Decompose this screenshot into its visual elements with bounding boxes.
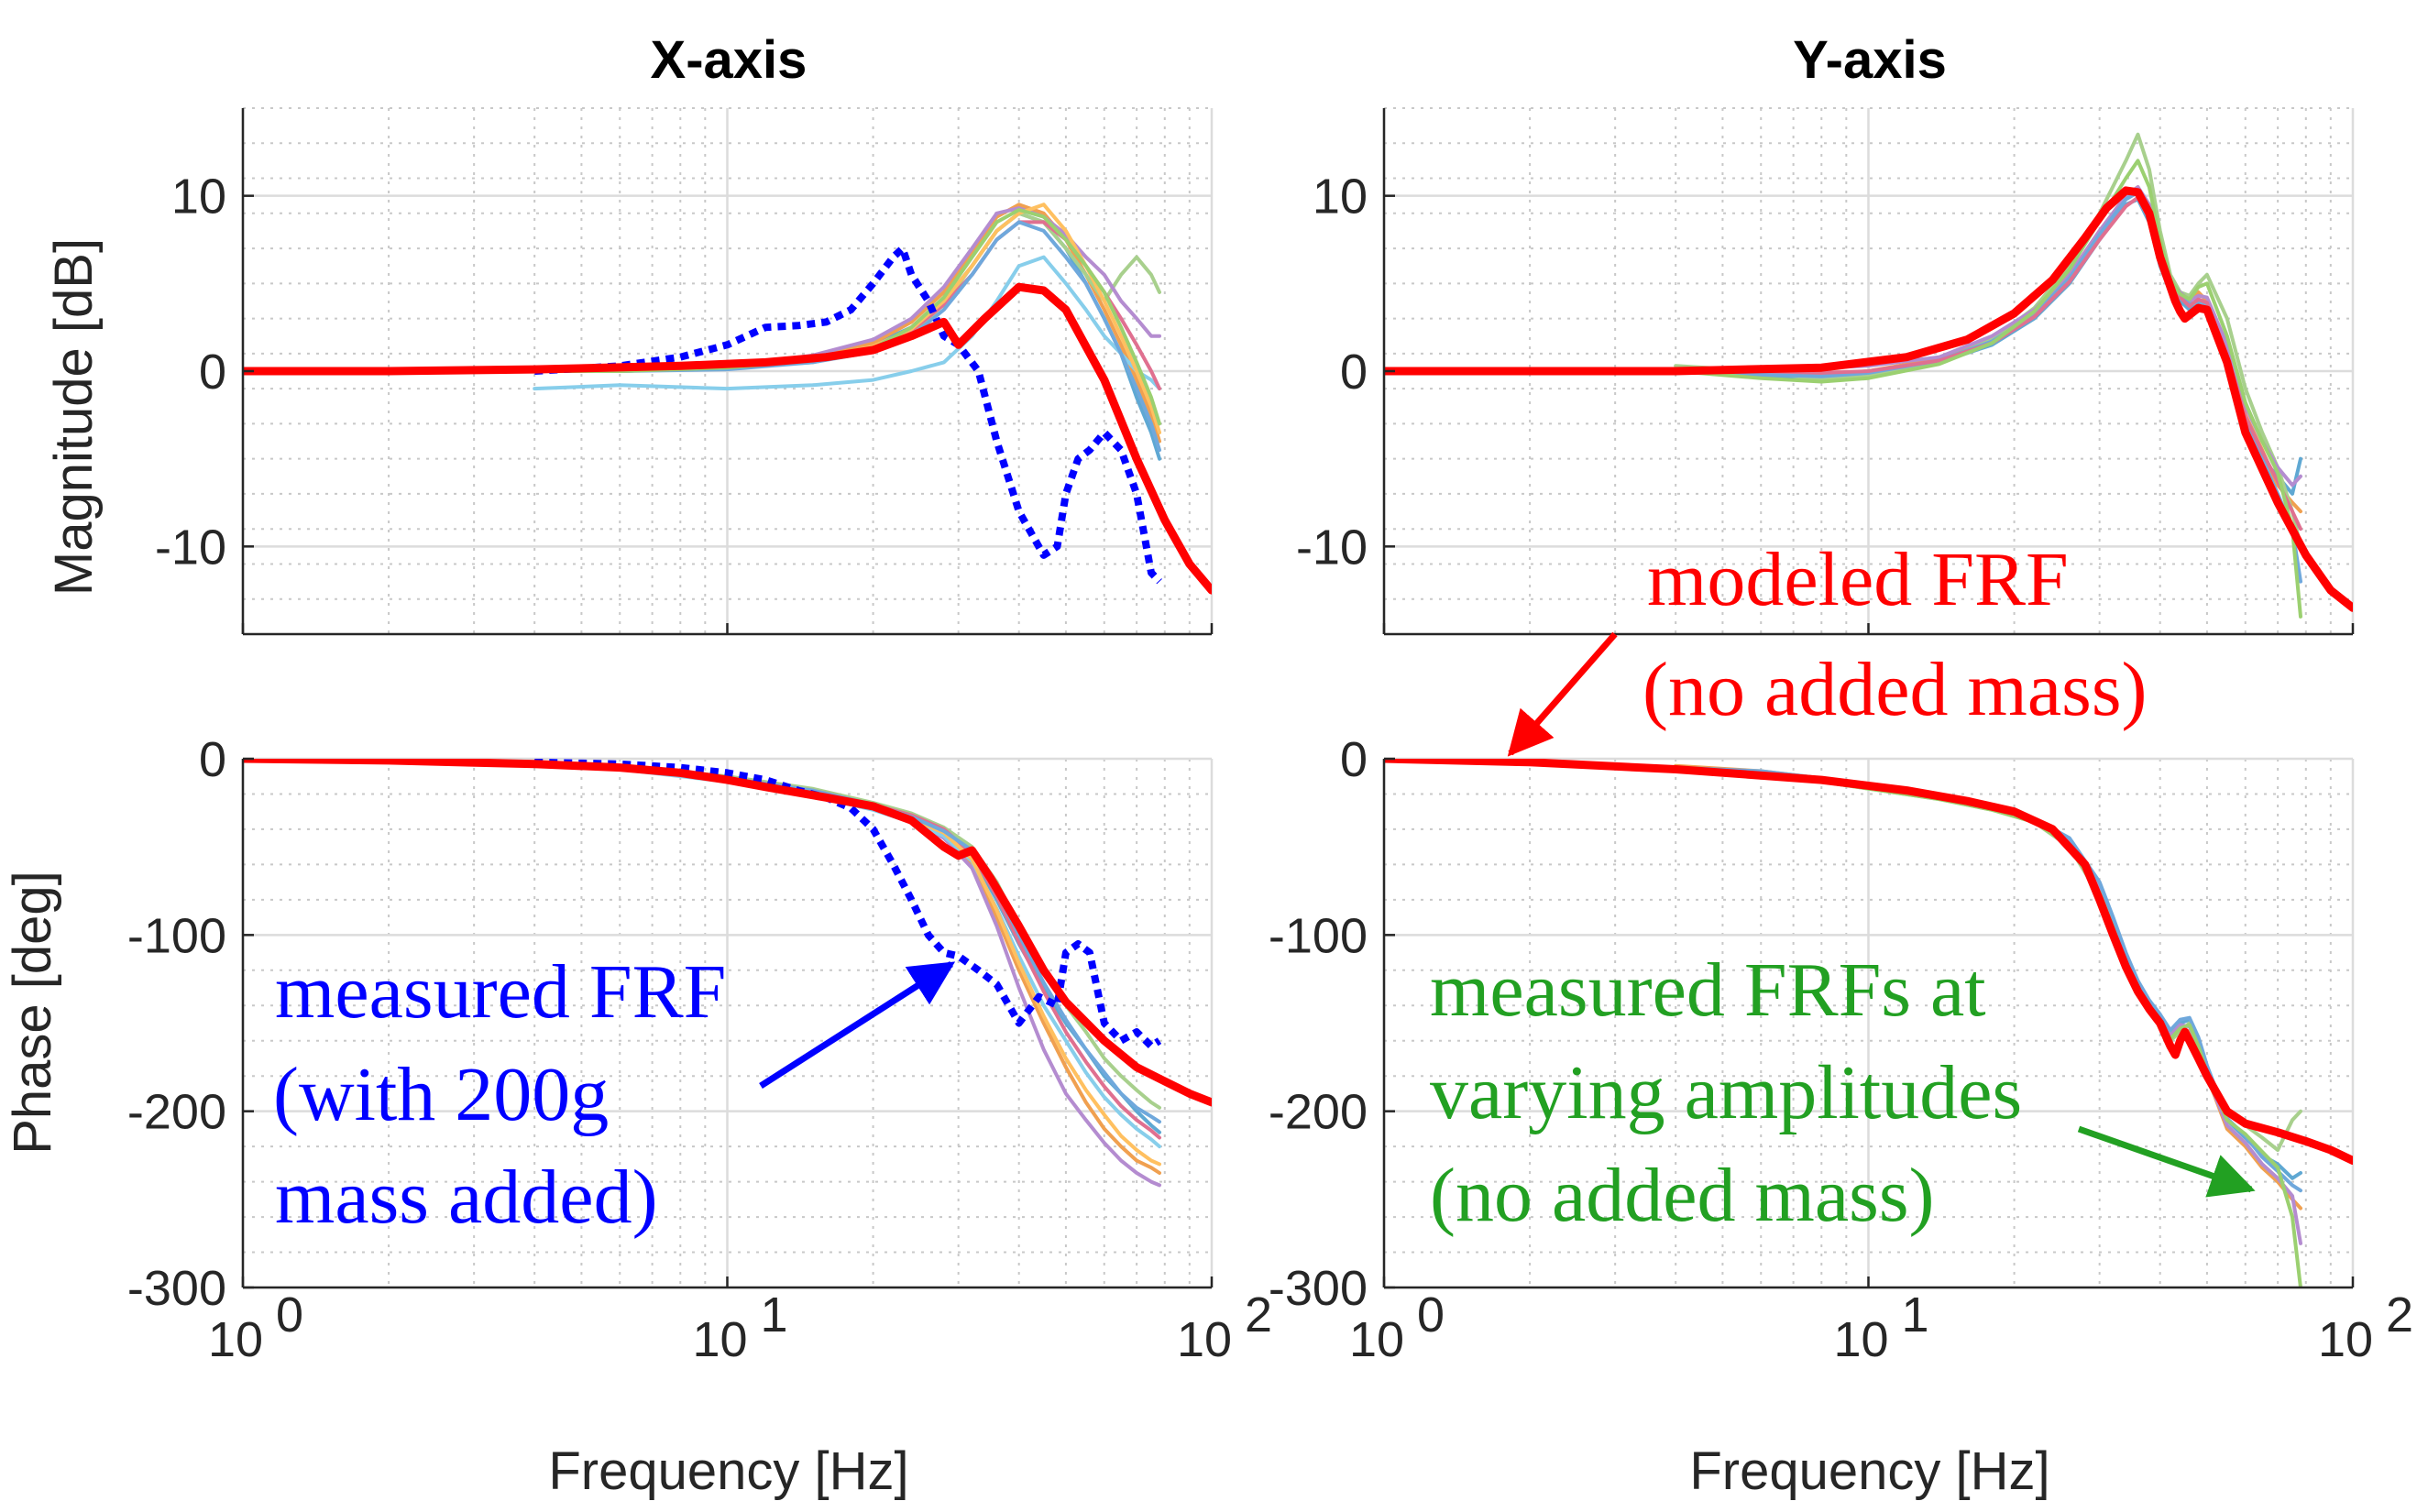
series-group (1384, 759, 2353, 1287)
series-line-modeled-frf-no-added-mass (243, 282, 1212, 595)
series-line-measured-frf-with-200g-mass-added (533, 245, 1162, 585)
y-tick-label: -200 (127, 1085, 226, 1140)
y-tick-label: 0 (199, 732, 226, 787)
y-tick-label: -10 (155, 520, 226, 575)
annotation-measured-amp-line1: measured FRFs at (1430, 948, 1986, 1033)
x-tick-exponent: 0 (276, 1287, 303, 1342)
annotation-measured-mass-line2: (with 200g (273, 1052, 609, 1137)
measured-frfs-arrow (2077, 1125, 2256, 1198)
y-tick-label: -200 (1269, 1085, 1368, 1140)
y-tick-label: 0 (1340, 345, 1368, 400)
annotation-modeled-line2: (no added mass) (1642, 647, 2148, 732)
measured-frf-arrow (759, 961, 956, 1089)
y-axis-label-phase: Phase [deg] (3, 871, 62, 1155)
series-line-modeled-frf-no-added-mass (1384, 759, 2353, 1165)
series-line-modeled-frf-no-added-mass (243, 759, 1212, 1107)
annotation-modeled-line1: modeled FRF (1647, 537, 2069, 622)
series-group (1384, 132, 2353, 619)
x-tick-label: 10 (692, 1312, 747, 1367)
y-tick-label: 0 (199, 345, 226, 400)
y-tick-label: -10 (1296, 520, 1368, 575)
x-tick-exponent: 1 (1902, 1287, 1929, 1342)
annotation-measured-mass-line1: measured FRF (275, 949, 726, 1035)
y-tick-label: 10 (1313, 170, 1368, 225)
annotation-measured-amp-line2: varying amplitudes (1430, 1050, 2022, 1135)
chart-title-x-axis: X-axis (651, 30, 807, 90)
series-line-modeled-frf-no-added-mass (1384, 186, 2353, 612)
x-axis-label-right: Frequency [Hz] (1689, 1441, 2049, 1501)
x-tick-exponent: 2 (2386, 1287, 2413, 1342)
y-axis-label-magnitude: Magnitude [dB] (44, 238, 104, 596)
y-tick-label: -300 (1269, 1261, 1368, 1316)
panel-magnitude-x: 10 0 -10 (155, 107, 1214, 636)
x-tick-exponent: 2 (1245, 1287, 1272, 1342)
x-tick-exponent: 0 (1417, 1287, 1445, 1342)
modeled-frf-arrow (1507, 631, 1618, 757)
y-tick-label: 0 (1340, 732, 1368, 787)
x-axis-label-left: Frequency [Hz] (548, 1441, 908, 1501)
annotation-measured-amp-line3: (no added mass) (1430, 1153, 1935, 1238)
y-tick-label: -300 (127, 1261, 226, 1316)
series-group (243, 759, 1212, 1188)
x-tick-label: 10 (1349, 1312, 1404, 1367)
panel-magnitude-y: 10 0 -10 (1296, 107, 2355, 636)
x-tick-label: 10 (1833, 1312, 1888, 1367)
x-tick-label: 10 (1177, 1312, 1232, 1367)
annotation-measured-mass-line3: mass added) (275, 1155, 658, 1240)
y-tick-label: 10 (171, 170, 226, 225)
y-tick-label: -100 (127, 908, 226, 963)
series-group (243, 203, 1212, 595)
x-tick-label: 10 (208, 1312, 263, 1367)
chart-title-y-axis: Y-axis (1793, 30, 1947, 90)
x-tick-label: 10 (2318, 1312, 2373, 1367)
x-tick-exponent: 1 (761, 1287, 788, 1342)
series-line-measured-7 (1674, 159, 2302, 619)
y-tick-label: -100 (1269, 908, 1368, 963)
